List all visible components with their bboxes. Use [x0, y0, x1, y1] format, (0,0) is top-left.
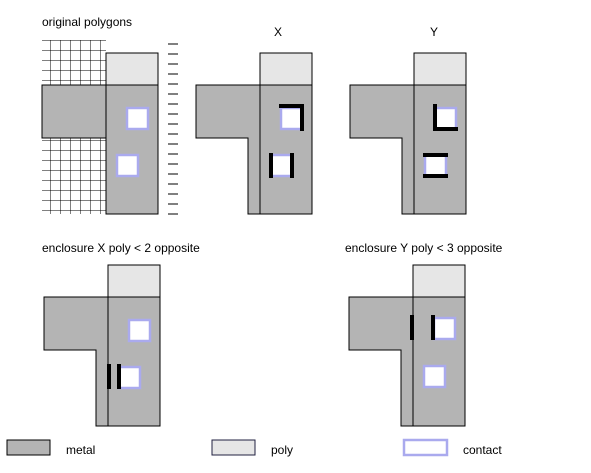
legend: metal poly contact — [6, 438, 502, 457]
contact-square — [115, 153, 140, 178]
violation-marker — [279, 104, 304, 131]
panel-title-original: original polygons — [42, 15, 132, 29]
contact-square — [117, 365, 142, 390]
violation-marker — [433, 104, 458, 131]
metal-shape — [348, 296, 466, 427]
contact-square — [423, 153, 448, 178]
contact-square — [279, 106, 304, 131]
contact-square — [269, 153, 294, 178]
grid-hatch-top — [42, 40, 106, 85]
panel-title-enclosure-y: enclosure Y poly < 3 opposite — [345, 241, 503, 255]
contact-square — [422, 364, 447, 389]
panel-title-x: X — [274, 25, 282, 39]
panel-original-polygons: original polygons — [41, 15, 178, 215]
contact-square — [125, 106, 150, 131]
panel-enclosure-y: enclosure Y poly < 3 opposite — [345, 241, 503, 427]
legend-swatch-metal — [6, 439, 51, 456]
legend-swatch-poly — [211, 439, 256, 456]
panel-enclosure-x: enclosure X poly < 2 opposite — [42, 241, 200, 427]
legend-label-contact: contact — [463, 443, 502, 457]
contact-square — [127, 318, 152, 343]
panel-title-enclosure-x: enclosure X poly < 2 opposite — [42, 241, 200, 255]
panel-y: Y — [349, 25, 467, 215]
legend-label-poly: poly — [271, 443, 293, 457]
legend-swatch-contact — [402, 438, 449, 457]
legend-label-metal: metal — [66, 443, 95, 457]
panel-x: X — [195, 25, 313, 215]
metal-shape — [349, 84, 467, 215]
right-tick-marks — [168, 43, 178, 215]
contact-square — [433, 106, 458, 131]
grid-hatch-bottom — [42, 138, 106, 214]
contact-square — [432, 316, 457, 341]
panel-title-y: Y — [430, 25, 438, 39]
metal-shape — [43, 296, 161, 427]
